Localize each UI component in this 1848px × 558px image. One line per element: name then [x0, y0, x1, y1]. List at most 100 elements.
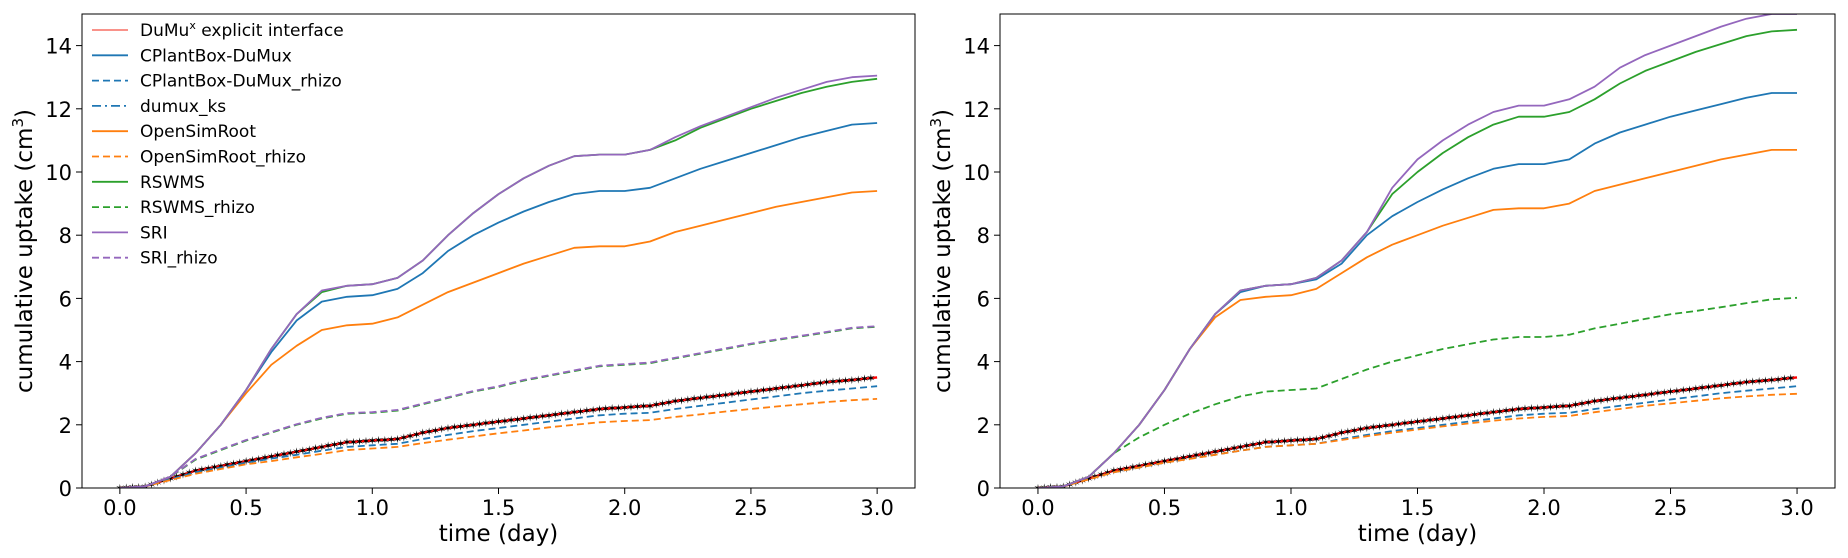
- y-tick-label: 8: [977, 224, 990, 248]
- series-marker: ✶: [1381, 420, 1390, 433]
- series-marker: ✶: [620, 401, 629, 414]
- series-marker: ✶: [1596, 394, 1605, 407]
- series-marker: ✶: [1337, 427, 1346, 440]
- series-marker: ✶: [1173, 453, 1182, 466]
- series-marker: ✶: [797, 379, 806, 392]
- series-marker: ✶: [563, 407, 572, 420]
- series-marker: ✶: [1147, 458, 1156, 471]
- series-marker: ✶: [500, 415, 509, 428]
- y-axis-label: cumulative uptake (cm3): [9, 109, 38, 393]
- series-marker: ✶: [393, 433, 402, 446]
- series-marker: ✶: [1767, 374, 1776, 387]
- series-marker: ✶: [1539, 401, 1548, 414]
- series-marker: ✶: [1426, 414, 1435, 427]
- series-marker: ✶: [1198, 448, 1207, 461]
- series-marker: ✶: [702, 391, 711, 404]
- x-tick-label: 2.0: [1527, 496, 1560, 520]
- series-marker: ✶: [1299, 434, 1308, 447]
- series-marker: ✶: [361, 435, 370, 448]
- y-tick-label: 10: [45, 161, 72, 185]
- series-marker: ✶: [1628, 390, 1637, 403]
- series-marker: ✶: [191, 465, 200, 478]
- series-marker: ✶: [727, 388, 736, 401]
- series-marker: ✶: [1229, 442, 1238, 455]
- chart-right: ✶✶✶✶✶✶✶✶✶✶✶✶✶✶✶✶✶✶✶✶✶✶✶✶✶✶✶✶✶✶✶✶✶✶✶✶✶✶✶✶…: [927, 13, 1836, 547]
- series-marker: ✶: [1400, 417, 1409, 430]
- series-marker: ✶: [122, 482, 131, 495]
- x-tick-label: 2.5: [1654, 496, 1687, 520]
- series-marker: ✶: [1729, 378, 1738, 391]
- series-marker: ✶: [1242, 440, 1251, 453]
- series-marker: ✶: [210, 461, 219, 474]
- series-marker: ✶: [336, 437, 345, 450]
- series-marker: ✶: [412, 428, 421, 441]
- series-marker: ✶: [1343, 426, 1352, 439]
- series-line-6: [1037, 296, 1798, 488]
- y-tick-label: 6: [977, 287, 990, 311]
- series-marker: ✶: [1501, 405, 1510, 418]
- series-marker: ✶: [532, 411, 541, 424]
- series-marker: ✶: [1432, 413, 1441, 426]
- series-marker: ✶: [778, 382, 787, 395]
- legend-label: OpenSimRoot_rhizo: [140, 148, 306, 168]
- series-marker: ✶: [1742, 376, 1751, 389]
- series-marker: ✶: [1558, 400, 1567, 413]
- series-marker: ✶: [1255, 437, 1264, 450]
- legend-label: DuMux explicit interface: [140, 19, 344, 41]
- series-marker: ✶: [431, 424, 440, 437]
- series-marker: ✶: [1236, 441, 1245, 454]
- y-tick-label: 2: [59, 414, 72, 438]
- series-marker: ✶: [1590, 395, 1599, 408]
- series-marker: ✶: [513, 413, 522, 426]
- series-marker: ✶: [488, 416, 497, 429]
- y-tick-label: 10: [963, 161, 990, 185]
- series-marker: ✶: [1609, 393, 1618, 406]
- series-marker: ✶: [1780, 373, 1789, 386]
- series-marker: ✶: [1527, 402, 1536, 415]
- x-tick-label: 0.0: [1021, 496, 1054, 520]
- series-marker: ✶: [456, 420, 465, 433]
- series-marker: ✶: [538, 410, 547, 423]
- series-marker: ✶: [1350, 424, 1359, 437]
- series-marker: ✶: [1577, 397, 1586, 410]
- series-marker: ✶: [216, 460, 225, 473]
- series-marker: ✶: [1520, 403, 1529, 416]
- x-tick-label: 2.5: [734, 496, 767, 520]
- series-marker: ✶: [1097, 469, 1106, 482]
- x-tick-label: 2.0: [608, 496, 641, 520]
- x-tick-label: 3.0: [1780, 496, 1813, 520]
- series-marker: ✶: [197, 463, 206, 476]
- series-marker: ✶: [1394, 418, 1403, 431]
- series-marker: ✶: [1135, 460, 1144, 473]
- series-marker: ✶: [305, 443, 314, 456]
- chart-left: ✶✶✶✶✶✶✶✶✶✶✶✶✶✶✶✶✶✶✶✶✶✶✶✶✶✶✶✶✶✶✶✶✶✶✶✶✶✶✶✶…: [9, 13, 916, 547]
- series-marker: ✶: [406, 430, 415, 443]
- y-tick-label: 8: [59, 224, 72, 248]
- series-marker: ✶: [746, 386, 755, 399]
- y-tick-label: 4: [59, 351, 72, 375]
- series-marker: ✶: [1141, 459, 1150, 472]
- series-marker: ✶: [1413, 416, 1422, 429]
- series-marker: ✶: [1685, 383, 1694, 396]
- series-line-0: [119, 376, 878, 488]
- series-line-4: [119, 190, 878, 488]
- series-marker: ✶: [1388, 419, 1397, 432]
- series-marker: ✶: [582, 405, 591, 418]
- series-marker: ✶: [286, 447, 295, 460]
- series-marker: ✶: [1204, 447, 1213, 460]
- legend-label: RSWMS_rhizo: [140, 198, 255, 218]
- series-marker: ✶: [1116, 463, 1125, 476]
- series-marker: ✶: [1660, 386, 1669, 399]
- series-marker: ✶: [1154, 456, 1163, 469]
- series-marker: ✶: [1293, 434, 1302, 447]
- series-marker: ✶: [1647, 388, 1656, 401]
- series-marker: ✶: [639, 400, 648, 413]
- y-tick-label: 14: [45, 35, 72, 59]
- series-marker: ✶: [715, 390, 724, 403]
- plot-area: ✶✶✶✶✶✶✶✶✶✶✶✶✶✶✶✶✶✶✶✶✶✶✶✶✶✶✶✶✶✶✶✶✶✶✶✶✶✶✶✶…: [115, 74, 878, 495]
- series-marker: ✶: [380, 434, 389, 447]
- series-marker: ✶: [589, 404, 598, 417]
- legend-label: CPlantBox-DuMux_rhizo: [140, 72, 342, 92]
- x-tick-label: 3.0: [860, 496, 893, 520]
